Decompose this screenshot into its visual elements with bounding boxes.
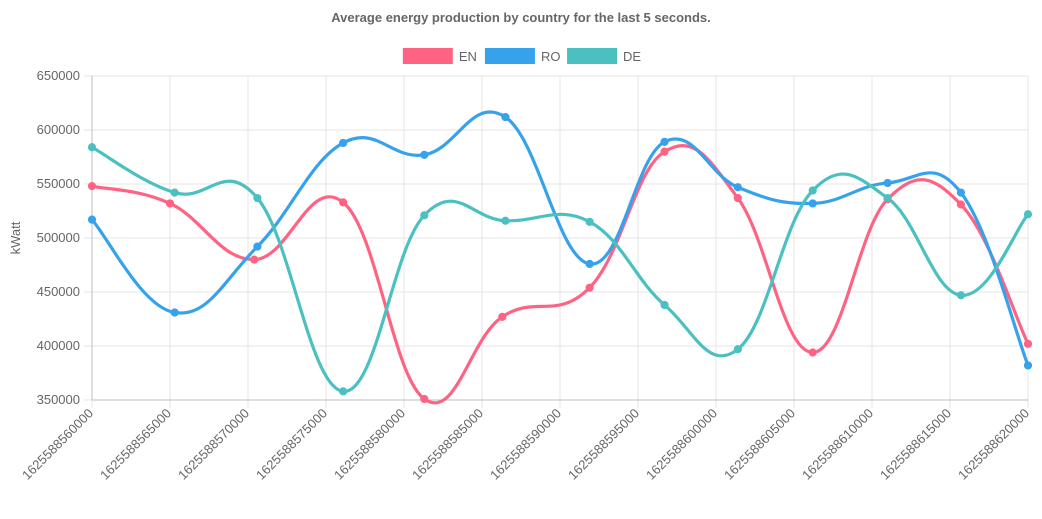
data-point-de[interactable] bbox=[420, 211, 429, 220]
y-tick-label: 600000 bbox=[37, 122, 80, 137]
data-point-ro[interactable] bbox=[501, 112, 510, 122]
legend-label-de: DE bbox=[623, 49, 641, 64]
data-point-en[interactable] bbox=[1023, 339, 1033, 348]
legend-label-ro: RO bbox=[541, 49, 561, 64]
data-point-ro[interactable] bbox=[585, 259, 594, 269]
data-point-en[interactable] bbox=[956, 200, 966, 209]
data-point-ro[interactable] bbox=[170, 308, 179, 317]
data-point-ro[interactable] bbox=[87, 215, 97, 224]
data-point-en[interactable] bbox=[733, 193, 742, 203]
x-tick-label: 1625588585000 bbox=[409, 406, 486, 483]
y-axis-title: kWatt bbox=[8, 221, 23, 254]
x-tick-label: 1625588580000 bbox=[331, 406, 408, 483]
chart-title: Average energy production by country for… bbox=[331, 10, 711, 25]
data-point-de[interactable] bbox=[170, 188, 179, 197]
data-point-ro[interactable] bbox=[808, 199, 817, 208]
y-tick-label: 500000 bbox=[37, 230, 80, 245]
data-point-ro[interactable] bbox=[956, 188, 966, 197]
chart-header: Average energy production by country for… bbox=[331, 10, 711, 64]
data-point-en[interactable] bbox=[87, 182, 97, 191]
data-point-ro[interactable] bbox=[1023, 361, 1033, 370]
data-point-de[interactable] bbox=[883, 193, 892, 203]
x-tick-label: 1625588610000 bbox=[799, 406, 876, 483]
x-tick-label: 1625588595000 bbox=[565, 406, 642, 483]
data-point-ro[interactable] bbox=[660, 137, 669, 146]
x-tick-label: 1625588590000 bbox=[487, 406, 564, 483]
series-points bbox=[87, 112, 1033, 404]
y-tick-label: 650000 bbox=[37, 68, 80, 83]
legend-swatch-en bbox=[402, 48, 453, 64]
data-point-de[interactable] bbox=[733, 345, 742, 354]
data-point-ro[interactable] bbox=[339, 138, 348, 148]
data-point-en[interactable] bbox=[339, 198, 348, 207]
data-point-en[interactable] bbox=[660, 147, 669, 156]
x-tick-label: 1625588605000 bbox=[721, 406, 798, 483]
data-point-de[interactable] bbox=[87, 143, 97, 152]
data-point-de[interactable] bbox=[501, 216, 510, 225]
data-point-ro[interactable] bbox=[253, 242, 262, 251]
data-point-de[interactable] bbox=[339, 387, 348, 396]
data-point-de[interactable] bbox=[660, 300, 669, 310]
data-point-de[interactable] bbox=[253, 193, 262, 203]
data-point-de[interactable] bbox=[585, 217, 594, 226]
data-point-de[interactable] bbox=[808, 186, 817, 195]
data-point-ro[interactable] bbox=[733, 183, 742, 192]
y-tick-label: 350000 bbox=[37, 392, 80, 407]
y-tick-label: 450000 bbox=[37, 284, 80, 299]
x-tick-label: 1625588600000 bbox=[643, 406, 720, 483]
legend-item-de[interactable]: DE bbox=[567, 48, 641, 64]
x-tick-label: 1625588570000 bbox=[175, 406, 252, 483]
legend[interactable]: EN RO DE bbox=[402, 48, 642, 64]
grid bbox=[84, 75, 1029, 408]
data-point-en[interactable] bbox=[585, 283, 594, 292]
data-point-en[interactable] bbox=[250, 255, 259, 264]
data-point-de[interactable] bbox=[1023, 210, 1033, 219]
data-point-ro[interactable] bbox=[883, 178, 892, 188]
data-point-en[interactable] bbox=[420, 394, 429, 404]
y-tick-label: 550000 bbox=[37, 176, 80, 191]
legend-swatch-de bbox=[567, 48, 618, 64]
legend-swatch-ro bbox=[484, 48, 535, 64]
x-tick-label: 1625588565000 bbox=[97, 406, 174, 483]
y-tick-label: 400000 bbox=[37, 338, 80, 353]
data-point-en[interactable] bbox=[165, 199, 175, 208]
x-tick-label: 1625588575000 bbox=[253, 406, 330, 483]
legend-item-ro[interactable]: RO bbox=[484, 48, 561, 64]
legend-label-en: EN bbox=[459, 49, 477, 64]
legend-item-en[interactable]: EN bbox=[402, 48, 477, 64]
x-tick-label: 1625588560000 bbox=[19, 406, 96, 483]
x-tick-label: 1625588615000 bbox=[877, 406, 954, 483]
data-point-ro[interactable] bbox=[420, 150, 429, 159]
data-point-de[interactable] bbox=[956, 291, 966, 300]
x-tick-label: 1625588620000 bbox=[955, 406, 1032, 483]
data-point-en[interactable] bbox=[808, 348, 817, 357]
data-point-en[interactable] bbox=[498, 312, 507, 321]
